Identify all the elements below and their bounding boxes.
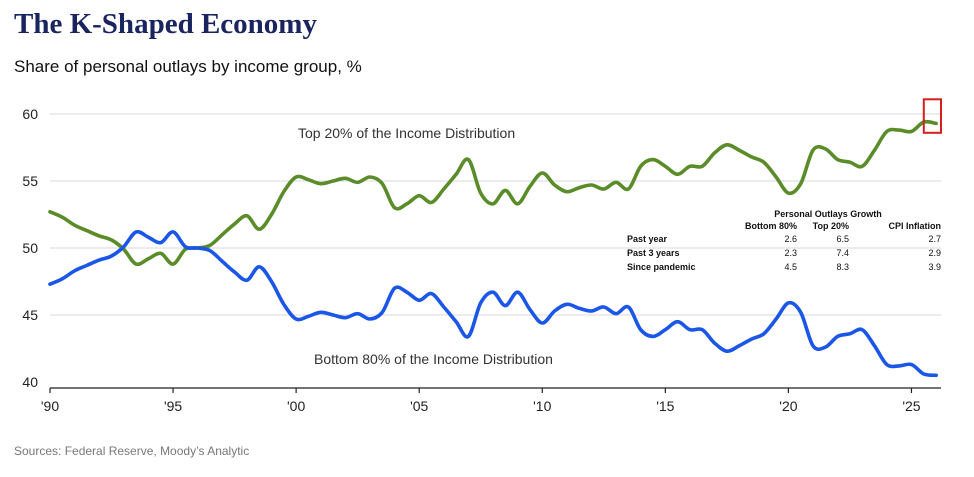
x-tick-label: '15	[656, 398, 674, 414]
y-tick-label: 50	[22, 240, 38, 256]
y-tick-label: 60	[22, 106, 38, 122]
cell-top20: 7.4	[836, 248, 849, 258]
annotation-top20-label: Top 20% of the Income Distribution	[298, 125, 515, 141]
x-tick-label: '95	[164, 398, 182, 414]
x-axis: '90 '95 '00 '05 '10 '15 '20 '25	[41, 387, 941, 414]
x-tick-label: '20	[779, 398, 797, 414]
cell-bottom80: 2.3	[784, 248, 797, 258]
row-label: Past year	[627, 234, 668, 244]
table-row: Past year 2.6 6.5 2.7	[627, 232, 941, 246]
x-tick-label: '25	[902, 398, 920, 414]
row-label: Past 3 years	[627, 248, 680, 258]
cell-cpi: 2.9	[928, 248, 941, 258]
y-axis: 40 45 50 55 60	[22, 106, 38, 390]
table-header-row: Bottom 80% Top 20% CPI Inflation	[627, 220, 941, 232]
table-header-cpi: CPI Inflation	[888, 221, 942, 231]
table-title: Personal Outlays Growth	[774, 209, 882, 219]
table-row: Past 3 years 2.3 7.4 2.9	[627, 246, 941, 260]
series-line-bottom80	[48, 229, 938, 378]
personal-outlays-growth-table: Personal Outlays Growth Bottom 80% Top 2…	[627, 208, 941, 274]
table-row: Since pandemic 4.5 8.3 3.9	[627, 260, 941, 274]
table-header-blank	[627, 220, 715, 232]
source-note: Sources: Federal Reserve, Moody’s Analyt…	[14, 444, 250, 458]
table-title-row: Personal Outlays Growth	[627, 208, 941, 220]
x-tick-label: '00	[287, 398, 305, 414]
table-header-top20: Top 20%	[812, 221, 849, 231]
y-tick-label: 45	[22, 307, 38, 323]
cell-bottom80: 2.6	[784, 234, 797, 244]
x-tick-label: '05	[410, 398, 428, 414]
chart-title: The K-Shaped Economy	[14, 8, 317, 40]
annotation-bottom80-label: Bottom 80% of the Income Distribution	[314, 351, 553, 367]
y-tick-label: 40	[22, 374, 38, 390]
highlight-box	[922, 98, 942, 134]
cell-bottom80: 4.5	[784, 262, 797, 272]
chart-subtitle: Share of personal outlays by income grou…	[14, 57, 362, 76]
cell-cpi: 2.7	[928, 234, 941, 244]
x-tick-label: '10	[533, 398, 551, 414]
cell-top20: 8.3	[836, 262, 849, 272]
cell-top20: 6.5	[836, 234, 849, 244]
row-label: Since pandemic	[627, 262, 696, 272]
table-header-spacer	[627, 208, 715, 220]
x-tick-label: '90	[41, 398, 59, 414]
table-header-bottom80: Bottom 80%	[744, 221, 797, 231]
y-tick-label: 55	[22, 173, 38, 189]
series-lines	[48, 119, 938, 378]
cell-cpi: 3.9	[928, 262, 941, 272]
